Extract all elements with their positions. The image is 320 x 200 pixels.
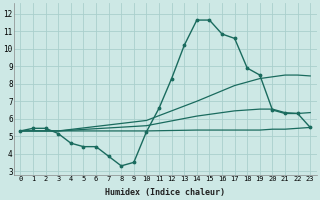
X-axis label: Humidex (Indice chaleur): Humidex (Indice chaleur) — [105, 188, 225, 197]
